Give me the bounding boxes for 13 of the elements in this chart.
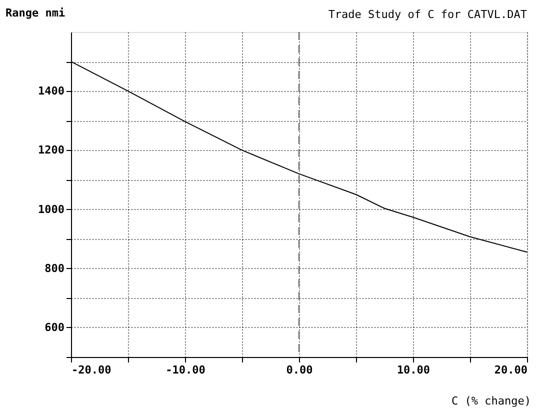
x-tick-label: -10.00: [166, 364, 206, 376]
x-tick-label: -20.00: [72, 364, 112, 376]
x-tick-label: 0.00: [286, 364, 313, 376]
x-axis-title: C (% change): [452, 394, 531, 408]
y-tick-label: 1200: [38, 144, 64, 157]
y-tick-label: 600: [44, 320, 64, 334]
x-tick-label: 10.00: [396, 364, 430, 376]
chart-title: Trade Study of C for CATVL.DAT: [328, 8, 528, 21]
y-tick-label: 800: [44, 262, 64, 275]
y-axis-title: Range nmi: [6, 6, 66, 20]
y-tick-label: 1400: [38, 84, 64, 98]
x-tick-label: 20.00: [494, 364, 528, 376]
y-tick-label: 1000: [38, 202, 64, 216]
